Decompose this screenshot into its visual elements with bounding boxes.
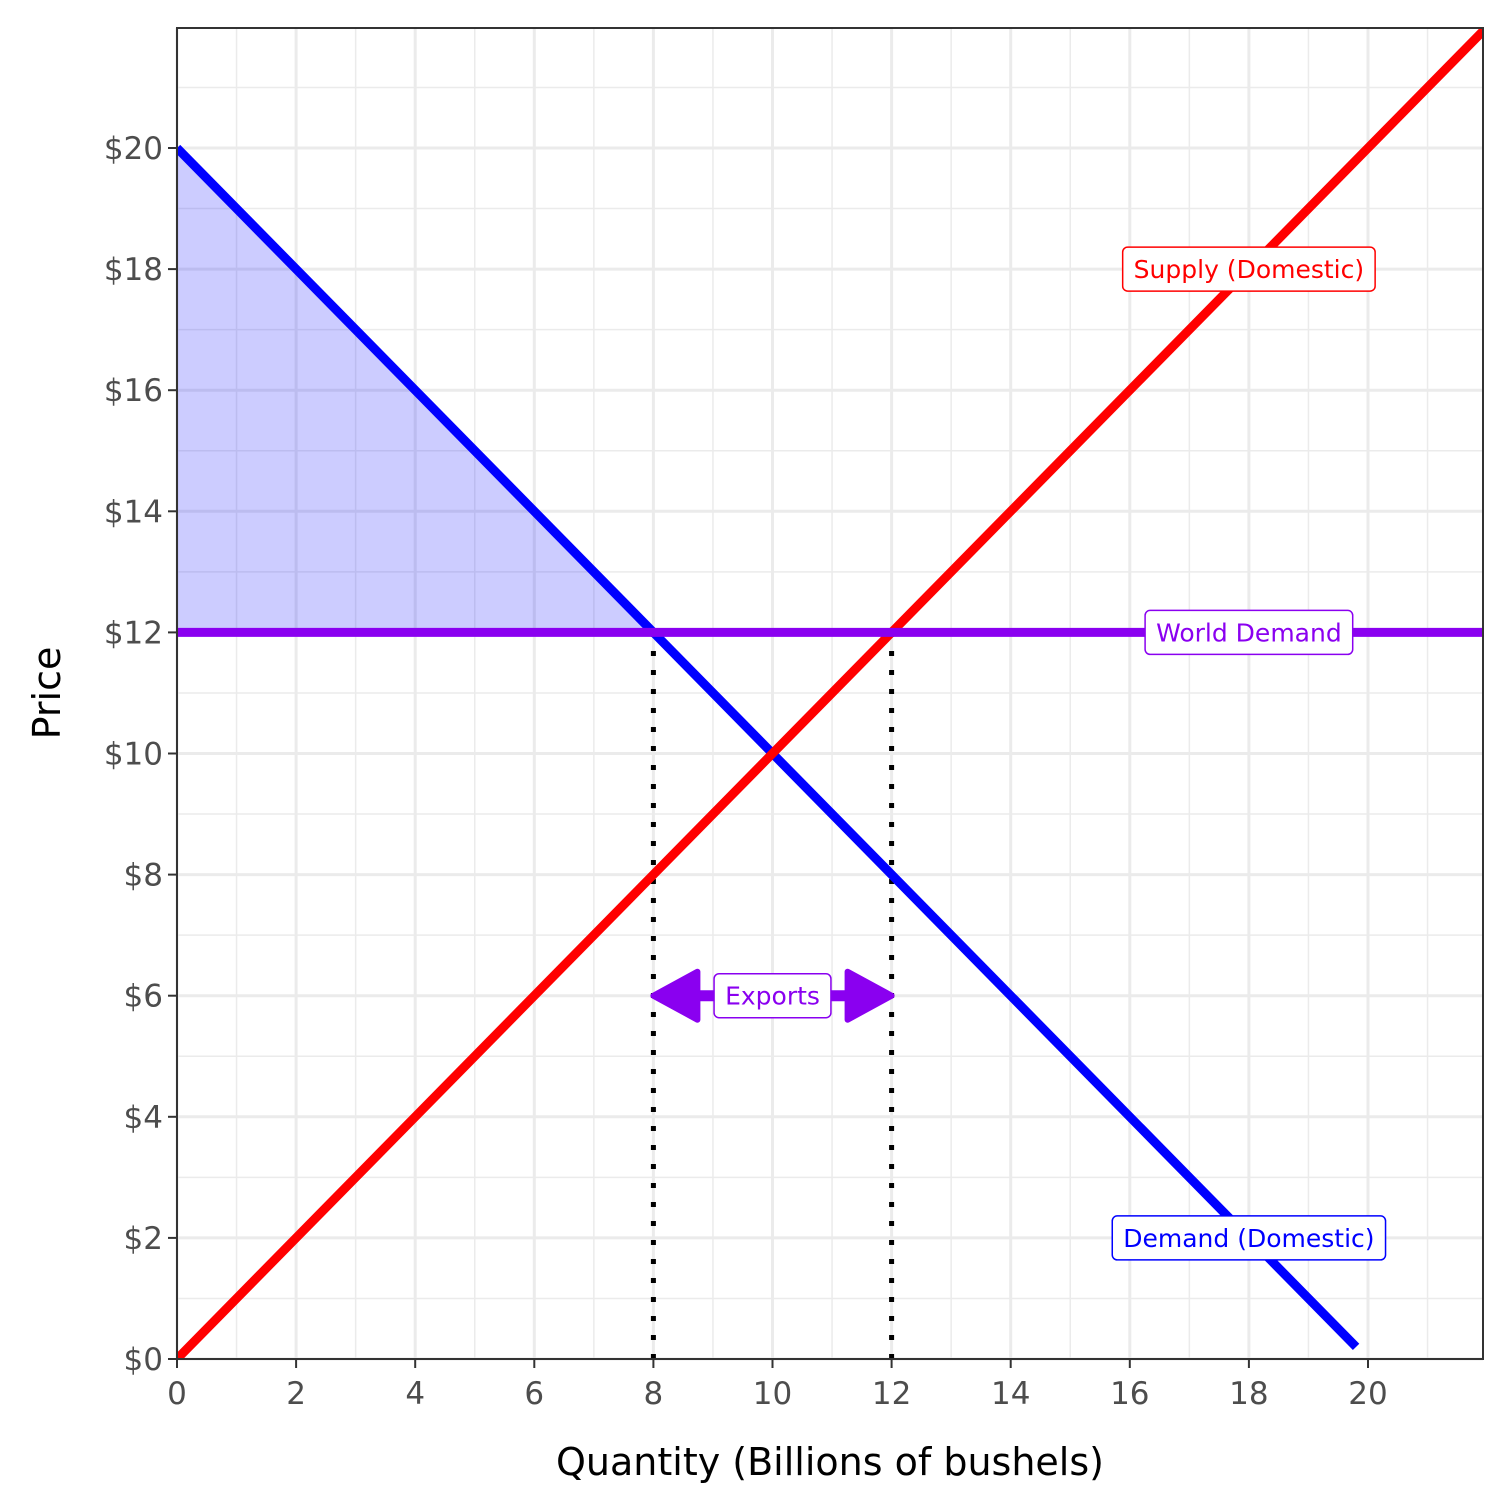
- x-tick-label: 10: [753, 1376, 792, 1412]
- label-world-demand: World Demand: [1144, 609, 1354, 656]
- label-supply-domestic: Supply (Domestic): [1121, 246, 1376, 292]
- y-tick-label: $8: [124, 858, 163, 894]
- y-tick-label: $0: [124, 1342, 163, 1378]
- x-axis: 0 2 4 6 8 10 12 14 16 18 20: [167, 1359, 1388, 1412]
- label-supply-domestic-text: Supply (Domestic): [1134, 255, 1364, 284]
- x-tick-label: 16: [1110, 1376, 1149, 1412]
- label-world-demand-text: World Demand: [1156, 618, 1342, 647]
- x-tick-label: 4: [405, 1376, 425, 1412]
- y-axis-title: Price: [25, 647, 69, 740]
- x-tick-label: 6: [524, 1376, 544, 1412]
- label-exports: Exports: [713, 972, 832, 1019]
- x-tick-label: 18: [1229, 1376, 1268, 1412]
- y-tick-label: $18: [104, 252, 163, 288]
- y-tick-label: $2: [124, 1221, 163, 1257]
- curve-labels: Supply (Domestic) Demand (Domestic) World …: [1111, 246, 1387, 1261]
- y-tick-label: $10: [104, 737, 163, 773]
- annotation-layer: Exports: [650, 968, 895, 1023]
- x-tick-label: 20: [1348, 1376, 1387, 1412]
- label-demand-domestic-box: [1111, 1215, 1387, 1261]
- y-tick-label: $12: [104, 615, 163, 651]
- x-tick-label: 14: [991, 1376, 1030, 1412]
- y-tick-label: $6: [124, 979, 163, 1015]
- y-axis: $0 $2 $4 $6 $8 $10 $12 $14 $16 $18 $20: [104, 131, 177, 1378]
- series-line-demand-domestic: [177, 144, 1360, 1351]
- label-supply-domestic-box: [1121, 246, 1376, 292]
- y-tick-label: $20: [104, 131, 163, 167]
- x-tick-label: 12: [872, 1376, 911, 1412]
- x-tick-label: 0: [167, 1376, 187, 1412]
- label-world-demand-box: [1144, 609, 1354, 656]
- exports-arrowhead-right: [844, 968, 895, 1023]
- y-tick-label: $4: [124, 1100, 163, 1136]
- y-tick-label: $14: [104, 494, 163, 530]
- x-tick-label: 8: [644, 1376, 664, 1412]
- y-tick-label: $16: [104, 373, 163, 409]
- exports-arrowhead-left: [650, 968, 701, 1023]
- label-exports-box: [713, 972, 832, 1019]
- label-demand-domestic: Demand (Domestic): [1111, 1215, 1387, 1261]
- x-axis-title: Quantity (Billions of bushels): [556, 1440, 1104, 1484]
- plot-border: [176, 27, 1484, 1360]
- label-demand-domestic-text: Demand (Domestic): [1123, 1224, 1374, 1253]
- x-tick-label: 2: [286, 1376, 306, 1412]
- label-exports-text: Exports: [725, 982, 820, 1011]
